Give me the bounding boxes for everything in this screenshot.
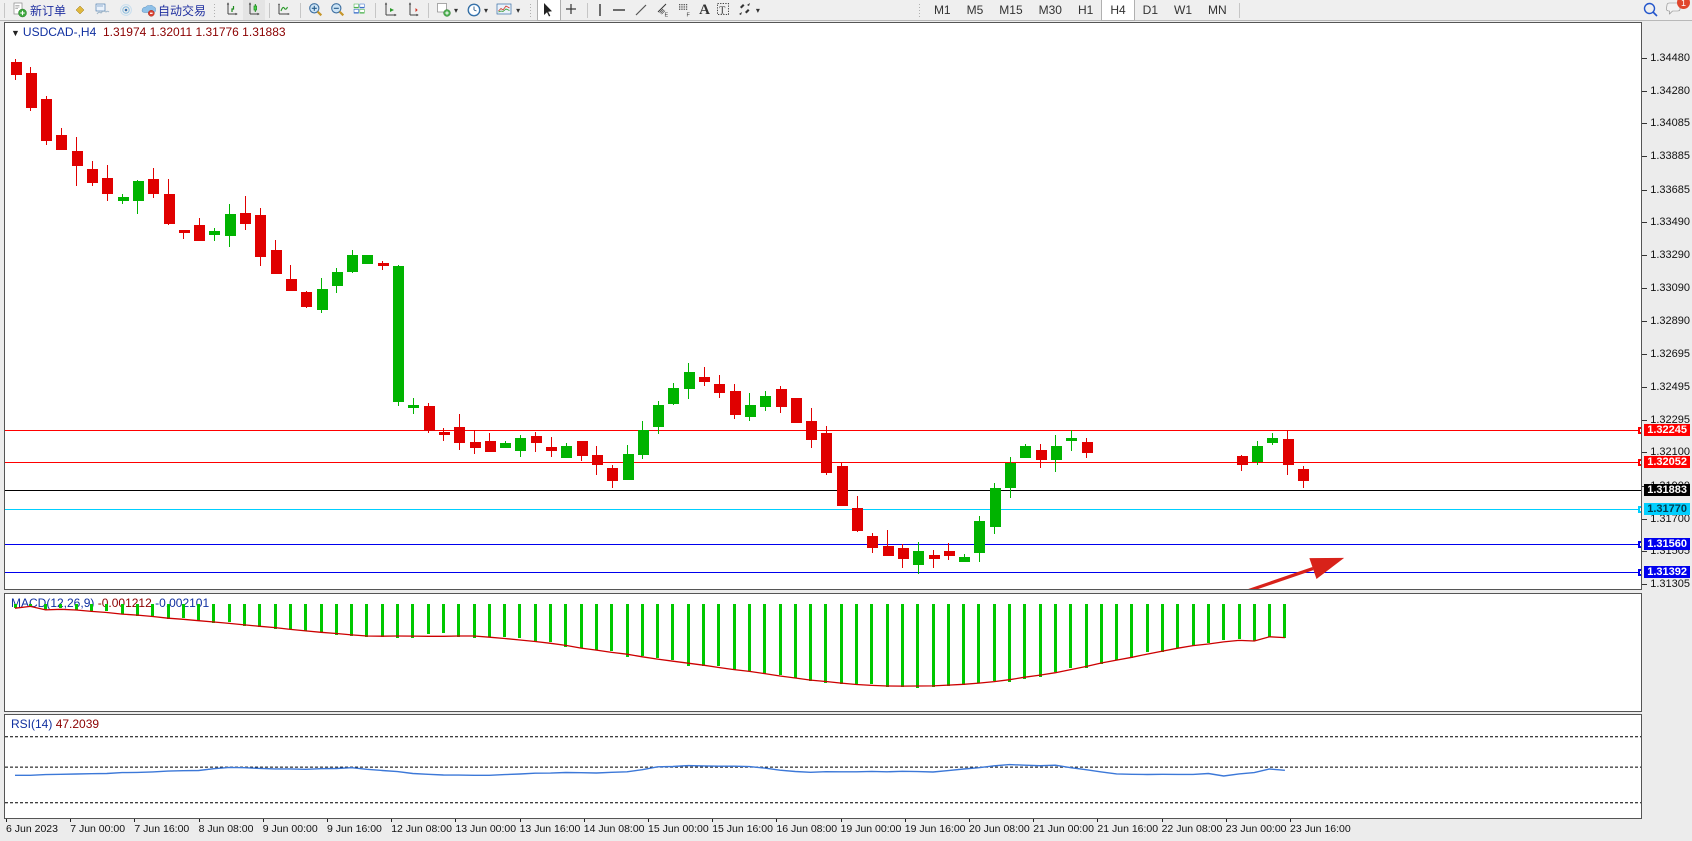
svg-text:F: F [687,13,691,19]
svg-text:E: E [665,13,669,19]
svg-text:T: T [719,5,725,16]
